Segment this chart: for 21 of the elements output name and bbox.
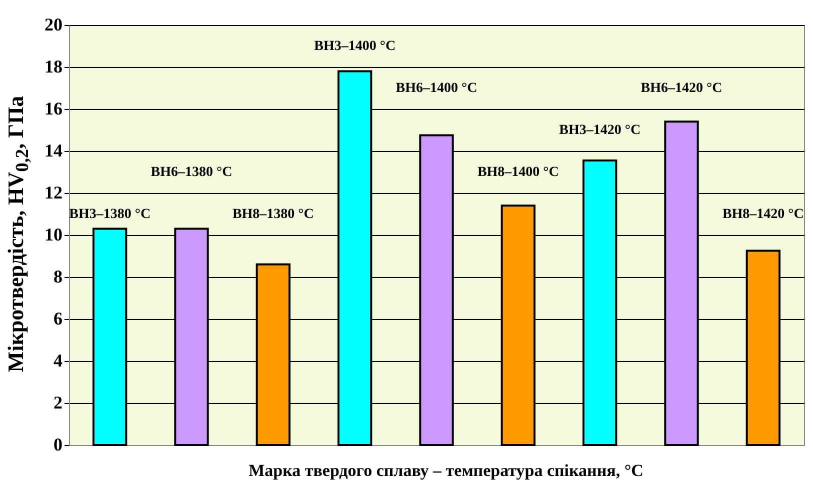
x-tick-label: ВН3–1380 °C	[69, 207, 151, 222]
x-tick-label: ВН8–1380 °C	[232, 207, 314, 222]
x-tick-label: ВН6–1380 °C	[150, 165, 232, 180]
x-tick-label: ВН6–1420 °C	[640, 81, 722, 96]
x-tick-label: ВН8–1420 °C	[722, 207, 804, 222]
y-tick-label: 12	[44, 182, 62, 202]
y-tick-label: 2	[54, 392, 62, 412]
x-tick-label: ВН6–1400 °C	[396, 81, 478, 96]
y-tick-label: 10	[44, 224, 62, 244]
y-tick-label: 6	[54, 308, 62, 328]
y-tick-label: 4	[54, 350, 62, 370]
x-axis-title: Марка твердого сплаву – температура спікання, °C	[248, 461, 644, 481]
y-tick-label: 8	[54, 266, 62, 286]
y-tick-label: 0	[54, 434, 62, 454]
x-tick-label: ВН3–1400 °C	[314, 39, 396, 54]
x-tick-label: ВН3–1420 °C	[559, 123, 641, 138]
y-tick-label: 20	[44, 14, 62, 34]
y-tick-label: 16	[44, 98, 62, 118]
y-tick-label: 18	[44, 56, 62, 76]
y-tick-label: 14	[44, 140, 62, 160]
x-tick-label: ВН8–1400 °C	[477, 165, 559, 180]
